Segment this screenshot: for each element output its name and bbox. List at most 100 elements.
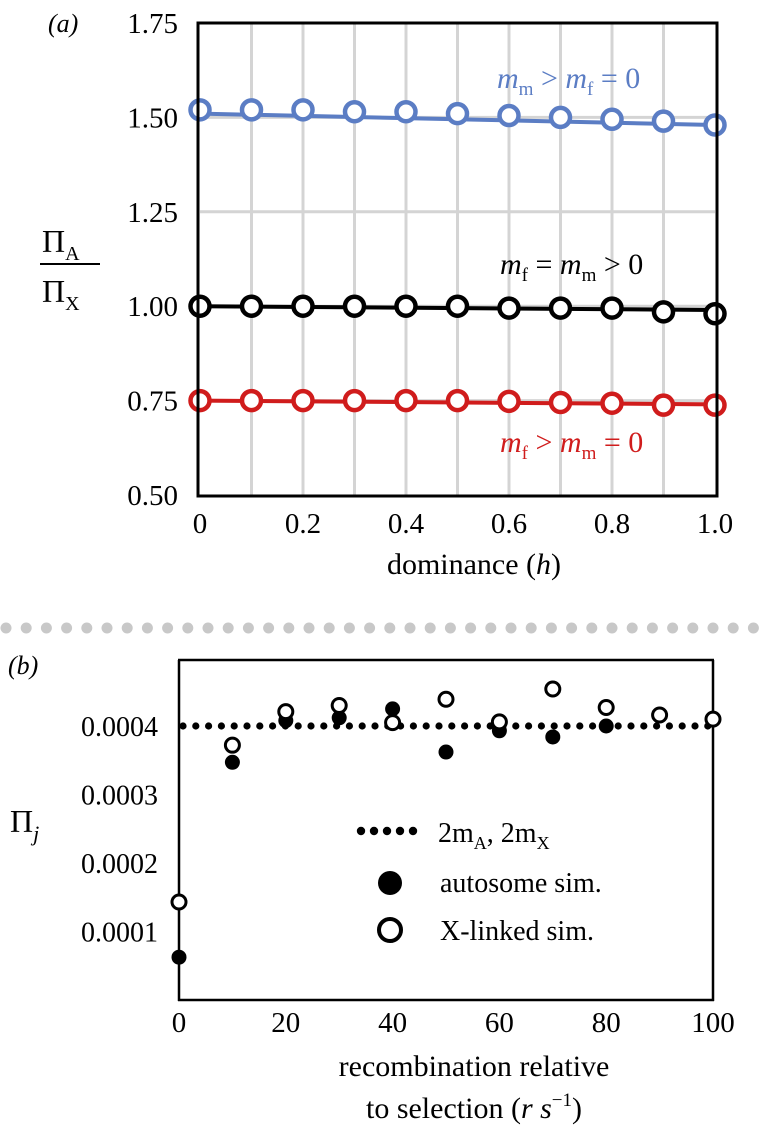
- y-tick-label: 0.0003: [81, 781, 158, 812]
- panel-divider: [1, 623, 759, 634]
- divider-dot: [506, 623, 517, 634]
- series-2-point: [345, 391, 364, 410]
- series-0-point: [397, 102, 416, 121]
- x-tick-label: 100: [691, 1007, 735, 1039]
- series-label-blue: mm > mf = 0: [497, 62, 640, 100]
- x-linked-point: [439, 692, 453, 706]
- divider-dot: [485, 623, 496, 634]
- series-1-point: [551, 299, 570, 318]
- expected-line-dot: [525, 722, 532, 729]
- panel-b: (b) 0.00010.00020.00030.0004 02040608010…: [8, 651, 735, 1125]
- series-0-point: [603, 110, 622, 129]
- panel-b-label: (b): [8, 651, 38, 680]
- x-linked-point: [492, 715, 506, 729]
- panel-b-x-tick-labels: 020406080100: [172, 1007, 735, 1039]
- series-1-point: [345, 297, 364, 316]
- expected-line-dot: [410, 722, 417, 729]
- divider-dot: [526, 623, 537, 634]
- series-2-point: [397, 391, 416, 410]
- x-linked-point: [599, 701, 613, 715]
- expected-line-dot: [538, 722, 545, 729]
- legend-dotted-dot: [370, 827, 378, 835]
- legend-filled-label: autosome sim.: [440, 868, 602, 899]
- expected-line-dot: [320, 722, 327, 729]
- autosome-point: [225, 755, 240, 770]
- x-linked-point: [225, 738, 239, 752]
- legend-dotted-swatch: [357, 827, 417, 835]
- divider-dot: [384, 623, 395, 634]
- expected-line-dot: [461, 722, 468, 729]
- expected-line-dot: [295, 722, 302, 729]
- x-linked-point: [172, 895, 186, 909]
- divider-dot: [647, 623, 658, 634]
- series-1-point: [500, 299, 519, 318]
- series-1-point: [448, 297, 467, 316]
- legend-dotted-dot: [396, 827, 404, 835]
- series-2-point: [500, 392, 519, 411]
- expected-line-dot: [346, 722, 353, 729]
- series-1-point: [397, 297, 416, 316]
- panel-a: (a) 0.500.751.001.251.501.75 00.20.40.60…: [40, 8, 733, 581]
- y-tick-label: 0.75: [127, 386, 178, 418]
- x-tick-label: 60: [485, 1007, 514, 1039]
- divider-dot: [61, 623, 72, 634]
- divider-dot: [223, 623, 234, 634]
- series-1-point: [294, 297, 313, 316]
- expected-line-dot: [435, 722, 442, 729]
- divider-dot: [445, 623, 456, 634]
- series-2-point: [448, 391, 467, 410]
- divider-dot: [1, 623, 12, 634]
- divider-dot: [586, 623, 597, 634]
- legend-dotted-label: 2mA, 2mX: [438, 818, 550, 853]
- legend-dotted-dot: [409, 827, 417, 835]
- divider-dot: [364, 623, 375, 634]
- panel-a-y-axis-label: ΠA ΠX: [40, 223, 100, 315]
- divider-dot: [566, 623, 577, 634]
- divider-dot: [728, 623, 739, 634]
- autosome-point: [172, 950, 187, 965]
- divider-dot: [41, 623, 52, 634]
- divider-dot: [344, 623, 355, 634]
- expected-line-dot: [423, 722, 430, 729]
- legend-open-label: X-linked sim.: [440, 916, 594, 947]
- divider-dot: [687, 623, 698, 634]
- divider-dot: [748, 623, 759, 634]
- divider-dot: [465, 623, 476, 634]
- series-label-red: mf > mm = 0: [500, 426, 643, 464]
- series-1-point: [242, 297, 261, 316]
- x-linked-point: [706, 712, 720, 726]
- y-tick-label: 0.0001: [81, 918, 158, 949]
- expected-line-dot: [627, 722, 634, 729]
- x-linked-point: [653, 708, 667, 722]
- y-tick-label: 1.25: [127, 197, 178, 229]
- divider-dot: [263, 623, 274, 634]
- expected-line-dot: [576, 722, 583, 729]
- series-2-point: [603, 394, 622, 413]
- x-tick-label: 0.8: [594, 508, 630, 540]
- expected-line-dot: [359, 722, 366, 729]
- expected-line-dot: [589, 722, 596, 729]
- expected-value-dotted-line: [179, 722, 711, 729]
- y-tick-label: 0.50: [127, 480, 178, 512]
- x-tick-label: 0: [193, 508, 208, 540]
- divider-dot: [546, 623, 557, 634]
- series-0-point: [706, 115, 725, 134]
- divider-dot: [283, 623, 294, 634]
- y-tick-label: 1.75: [127, 8, 178, 40]
- x-linked-point: [546, 682, 560, 696]
- legend: 2mA, 2mX autosome sim. X-linked sim.: [357, 818, 602, 947]
- panel-b-x-axis-label-line2: to selection (r s−1): [366, 1090, 582, 1125]
- panel-b-y-tick-labels: 0.00010.00020.00030.0004: [81, 712, 158, 949]
- expected-line-dot: [512, 722, 519, 729]
- divider-dot: [304, 623, 315, 634]
- expected-line-dot: [474, 722, 481, 729]
- expected-line-dot: [256, 722, 263, 729]
- expected-line-dot: [205, 722, 212, 729]
- divider-dot: [667, 623, 678, 634]
- divider-dot: [324, 623, 335, 634]
- legend-filled-marker: [378, 871, 402, 895]
- x-linked-point: [386, 716, 400, 730]
- panel-a-x-axis-label: dominance (h): [387, 548, 561, 581]
- x-linked-point: [332, 698, 346, 712]
